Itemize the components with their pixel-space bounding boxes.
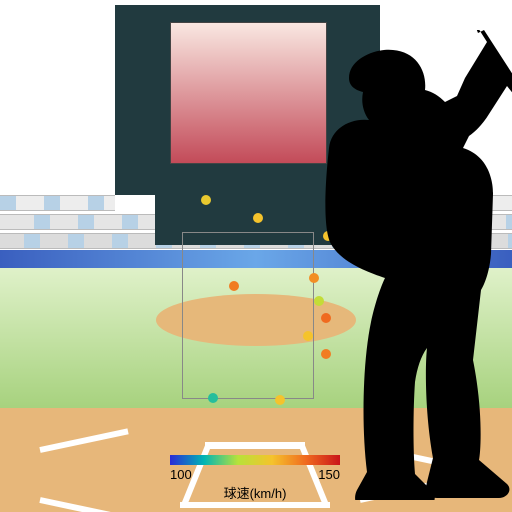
batter-silhouette bbox=[310, 30, 512, 500]
pitch-marker bbox=[208, 393, 218, 403]
pitch-marker bbox=[201, 195, 211, 205]
pitch-marker bbox=[275, 395, 285, 405]
pitch-marker bbox=[253, 213, 263, 223]
legend-tick: 100 bbox=[170, 467, 192, 482]
strike-zone bbox=[182, 232, 314, 399]
pitch-marker bbox=[229, 281, 239, 291]
